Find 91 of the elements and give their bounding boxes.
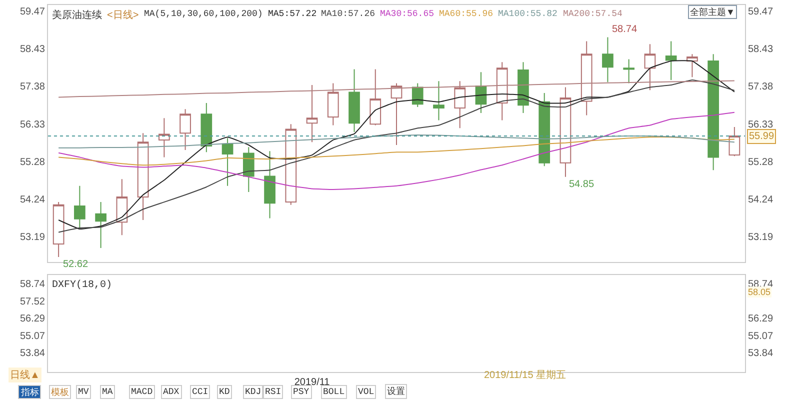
text: 指标 xyxy=(20,387,39,397)
annotation: 全部主题▼ xyxy=(690,7,735,17)
candlestick xyxy=(644,44,656,91)
candlestick xyxy=(306,84,318,143)
candlestick xyxy=(52,202,64,258)
y-tick-label: 55.07 xyxy=(20,330,46,342)
candlestick xyxy=(623,58,635,84)
y-tick-label: 58.43 xyxy=(20,44,46,55)
y2-tick-label: 53.84 xyxy=(748,348,774,360)
candlestick xyxy=(665,40,677,81)
candlestick xyxy=(158,118,170,158)
y-tick-label: 57.38 xyxy=(20,82,46,93)
text: RSI xyxy=(265,387,282,397)
text: KDJ xyxy=(245,387,262,397)
y-tick-label: 53.19 xyxy=(20,232,46,244)
candlestick xyxy=(560,86,572,178)
line-series xyxy=(58,80,735,98)
candlestick xyxy=(518,62,529,114)
candlestick xyxy=(180,108,191,151)
y2-tick-label: 59.47 xyxy=(748,6,774,18)
y-tick-label: 56.33 xyxy=(20,119,46,130)
legend-title: MA(5,10,30,60,100,200) xyxy=(144,9,263,19)
text: ADX xyxy=(163,387,180,397)
y-tick-label: 55.28 xyxy=(20,157,46,168)
candlestick xyxy=(370,68,382,126)
candlestick xyxy=(74,185,86,228)
candlestick xyxy=(348,68,360,133)
text: 设置 xyxy=(387,386,405,397)
text: MA30:56.65 xyxy=(380,9,434,19)
candlestick xyxy=(242,146,254,193)
line-series xyxy=(58,136,735,166)
candlestick xyxy=(200,102,212,153)
y-tick-label: 56.29 xyxy=(20,314,46,325)
candlestick xyxy=(116,178,128,236)
y2-tick-label: 53.19 xyxy=(748,232,774,244)
candlestick xyxy=(454,80,466,129)
candlestick xyxy=(686,54,698,78)
annotation: 58.74 xyxy=(612,24,638,35)
y2-tick-label: 56.33 xyxy=(748,119,774,130)
candlestick xyxy=(580,40,592,116)
candlestick xyxy=(602,36,614,83)
ref-line-label: 55.99 xyxy=(749,131,774,142)
candlestick xyxy=(708,54,719,171)
text: 日线▲ xyxy=(10,369,40,381)
y2-tick-label: 56.29 xyxy=(748,314,774,325)
annotation: 52.62 xyxy=(63,259,88,270)
text: MA5:57.22 xyxy=(268,9,317,19)
text: MA10:57.26 xyxy=(321,9,376,19)
candlestick xyxy=(285,124,297,206)
text: KD xyxy=(219,387,230,397)
text: VOL xyxy=(358,387,374,397)
candlestick xyxy=(327,82,339,126)
y2-tick-label: 58.43 xyxy=(748,44,774,55)
text: 美原油连续 xyxy=(52,9,102,21)
text: CCI xyxy=(192,387,208,397)
text: PSY xyxy=(293,387,310,397)
text: 模板 xyxy=(51,387,69,397)
candlestick xyxy=(222,138,234,186)
text: MACD xyxy=(131,387,153,397)
candlestick xyxy=(390,82,402,146)
y-tick-label: 57.52 xyxy=(20,296,46,308)
line-series xyxy=(58,112,735,190)
text: MA100:55.82 xyxy=(498,9,558,19)
text: BOLL xyxy=(323,387,345,397)
line-series xyxy=(58,134,735,148)
candlestick xyxy=(496,62,508,121)
candlestick xyxy=(433,80,444,121)
y2-tick-label: 55.07 xyxy=(748,330,774,342)
candlestick xyxy=(95,202,106,248)
y2-tick-label: 57.38 xyxy=(748,82,774,93)
text: MA xyxy=(102,387,114,397)
candlestick xyxy=(538,92,550,167)
x-tick-label: 2019/11 xyxy=(294,377,330,388)
text: DXFY(18,0) xyxy=(52,279,112,291)
y-tick-label: 58.74 xyxy=(20,279,46,290)
candlestick xyxy=(137,132,149,220)
annotation: 2019/11/15 星期五 xyxy=(484,369,566,381)
text: MV xyxy=(78,387,90,397)
y-tick-label: 53.84 xyxy=(20,348,46,360)
y-tick-label: 54.24 xyxy=(20,194,46,206)
text: MA60:55.96 xyxy=(439,9,494,19)
text: <日线> xyxy=(107,9,139,21)
y2-tick-label: 54.24 xyxy=(748,194,774,206)
y2-tick-label: 55.28 xyxy=(748,157,774,168)
text: 58.05 xyxy=(748,287,771,297)
candlestick xyxy=(264,150,276,219)
annotation: 54.85 xyxy=(569,179,594,190)
candlestick xyxy=(728,126,740,157)
candlestick xyxy=(475,72,487,114)
text: MA200:57.54 xyxy=(563,9,622,19)
y-tick-label: 59.47 xyxy=(20,6,46,18)
